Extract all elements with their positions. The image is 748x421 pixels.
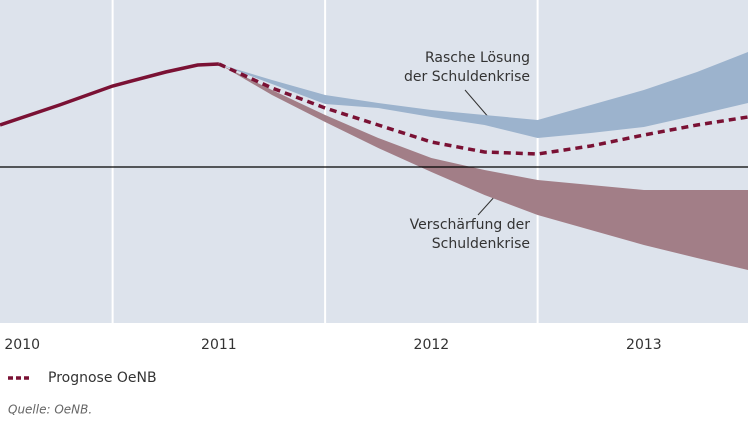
annotation: Verschärfung der (410, 217, 531, 233)
x-tick-label: 2010 (4, 337, 40, 353)
line (0, 62, 219, 127)
legend-label: Prognose OeNB (48, 370, 157, 386)
source: Quelle: OeNB. (8, 403, 92, 417)
plot-background (0, 0, 748, 323)
forecast-band (218, 64, 748, 270)
x-tick-label: 2011 (201, 337, 237, 353)
leader-line (464, 89, 491, 120)
annotation: Schuldenkrise (432, 236, 530, 252)
line (218, 62, 748, 156)
x-tick-label: 2013 (626, 337, 662, 353)
forecast-band (218, 52, 748, 138)
x-tick-label: 2012 (414, 337, 450, 353)
annotation: der Schuldenkrise (404, 69, 530, 85)
annotation: Rasche Lösung (425, 50, 530, 66)
